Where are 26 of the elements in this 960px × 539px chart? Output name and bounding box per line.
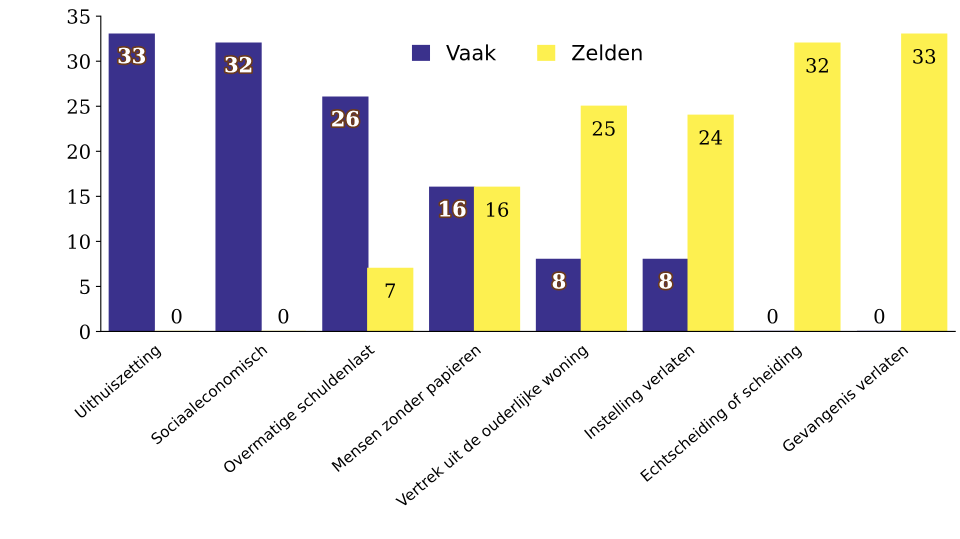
legend-label: Zelden	[572, 44, 642, 61]
data-label: 16	[440, 200, 466, 217]
data-label: 0	[172, 308, 182, 324]
y-tick-label: 15	[68, 189, 90, 204]
y-tick-label: 5	[80, 280, 90, 294]
y-tick-label: 35	[68, 9, 90, 24]
data-label: 25	[592, 121, 615, 136]
y-tick-label: 25	[68, 99, 90, 114]
y-tick-label: 10	[68, 234, 90, 250]
y-tick-label: 20	[68, 144, 90, 159]
legend-label: Vaak	[446, 44, 496, 61]
data-label: 32	[806, 58, 828, 73]
data-label: 26	[332, 110, 359, 127]
data-label: 33	[118, 48, 145, 64]
data-label: 24	[700, 130, 722, 145]
data-label: 7	[386, 284, 396, 298]
y-tick-label: 30	[68, 54, 90, 69]
y-tick-label: 0	[80, 324, 90, 340]
data-label: 8	[552, 272, 566, 289]
data-label: 33	[913, 49, 936, 64]
data-label: 0	[278, 308, 288, 324]
data-label: 32	[226, 56, 252, 72]
data-label: 0	[874, 308, 884, 324]
data-label: 16	[487, 202, 508, 217]
data-label: 8	[660, 272, 672, 289]
data-label: 0	[768, 308, 778, 324]
